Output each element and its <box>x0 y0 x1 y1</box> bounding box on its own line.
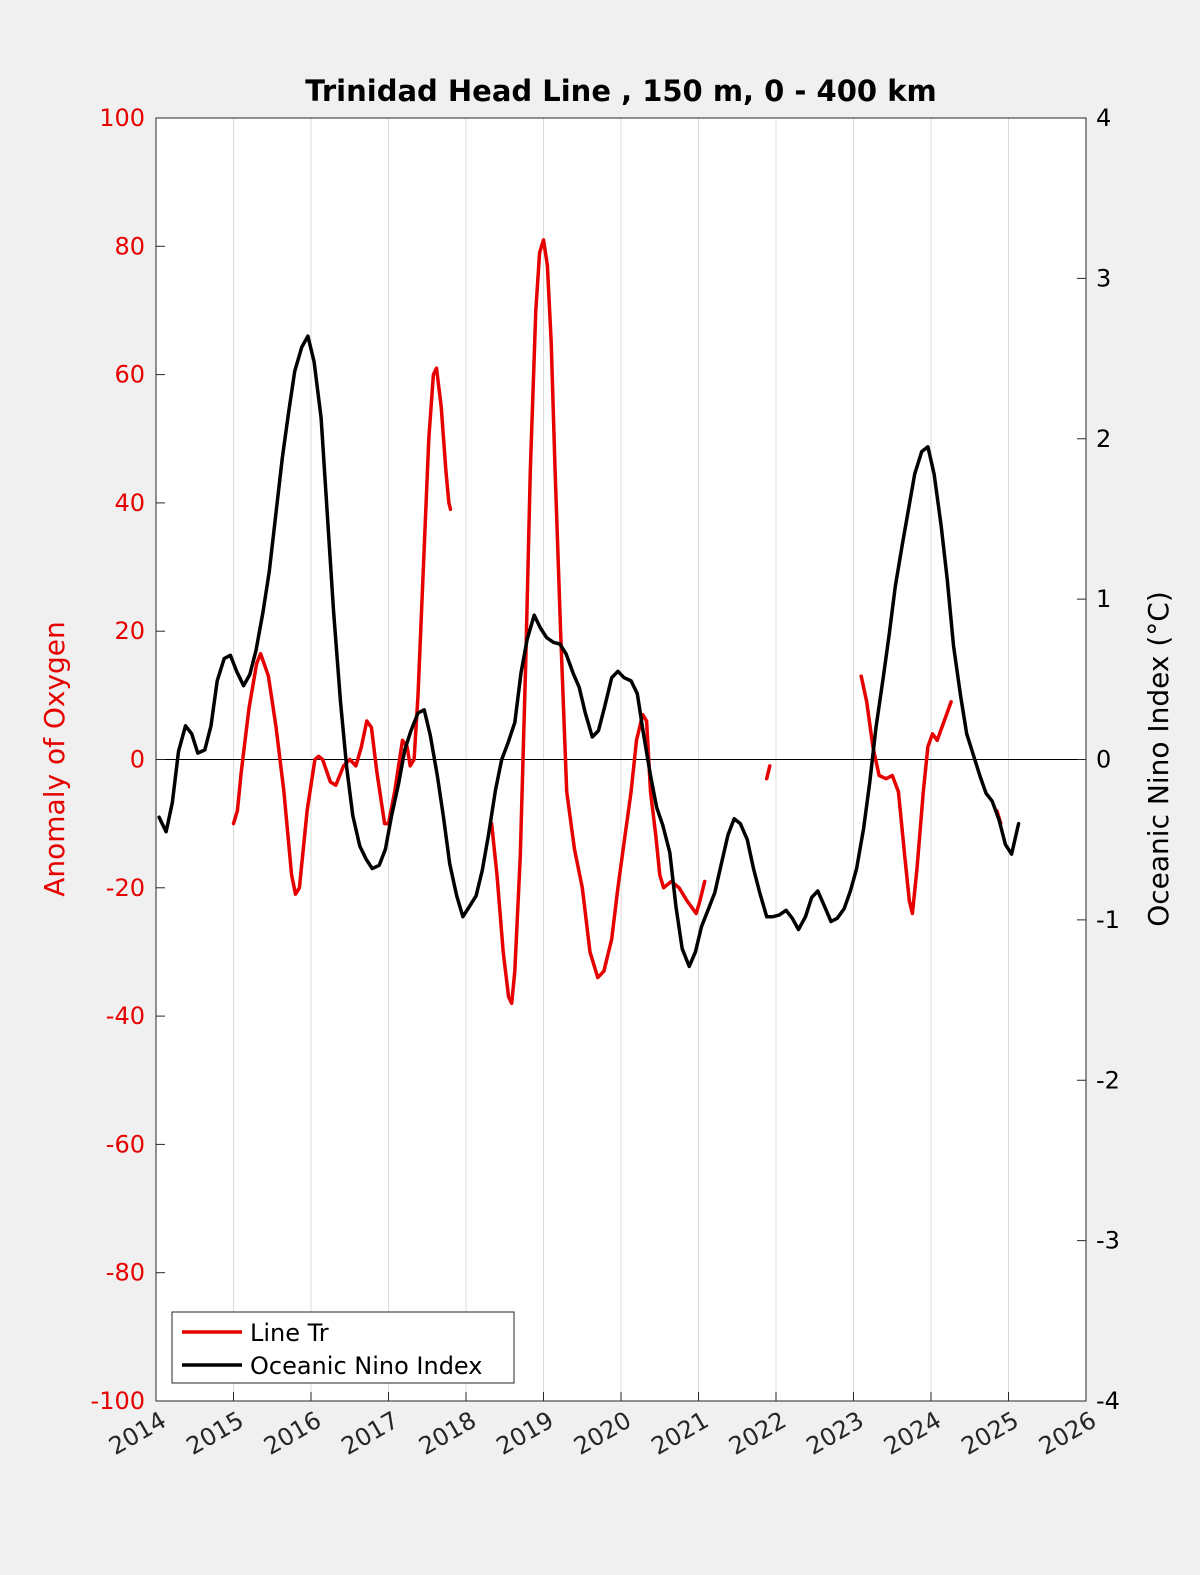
series-oceanic-nino-index <box>157 334 1021 969</box>
y-tick-label-left: 0 <box>130 746 145 774</box>
legend: Line Tr Oceanic Nino Index <box>171 1311 515 1384</box>
legend-label-oni: Oceanic Nino Index <box>250 1352 482 1380</box>
y-tick-label-left: 40 <box>114 489 145 517</box>
y-tick-label-right: -1 <box>1096 906 1120 934</box>
y-axis-label-left: Anomaly of Oxygen <box>38 621 71 897</box>
y-tick-label-left: -60 <box>106 1130 145 1158</box>
legend-box <box>171 1311 515 1384</box>
y-tick-label-left: 80 <box>114 232 145 260</box>
series-line-tr-segment <box>764 764 772 781</box>
y-tick-label-left: 100 <box>99 104 145 132</box>
y-tick-label-right: -3 <box>1096 1227 1120 1255</box>
y-tick-label-left: -80 <box>106 1259 145 1287</box>
y-tick-label-right: 3 <box>1096 264 1111 292</box>
y-tick-label-left: -20 <box>106 874 145 902</box>
y-axis-label-right: Oceanic Nino Index (°C) <box>1142 591 1175 927</box>
series-line-tr-segment <box>231 366 453 896</box>
series-layer <box>157 238 1021 1006</box>
y-tick-label-right: -2 <box>1096 1066 1120 1094</box>
series-line-tr-segment <box>859 674 953 916</box>
y-tick-label-right: -4 <box>1096 1387 1120 1415</box>
y-tick-label-left: -100 <box>91 1387 145 1415</box>
y-tick-label-left: 20 <box>114 617 145 645</box>
y-tick-label-right: 1 <box>1096 585 1111 613</box>
y-tick-label-left: 60 <box>114 361 145 389</box>
y-tick-label-left: -40 <box>106 1002 145 1030</box>
y-tick-label-right: 4 <box>1096 104 1111 132</box>
y-tick-label-right: 2 <box>1096 425 1111 453</box>
series-line-tr-segment <box>489 238 707 1006</box>
y-tick-label-right: 0 <box>1096 746 1111 774</box>
chart-title: Trinidad Head Line , 150 m, 0 - 400 km <box>305 74 936 108</box>
legend-label-line-tr: Line Tr <box>250 1319 329 1347</box>
